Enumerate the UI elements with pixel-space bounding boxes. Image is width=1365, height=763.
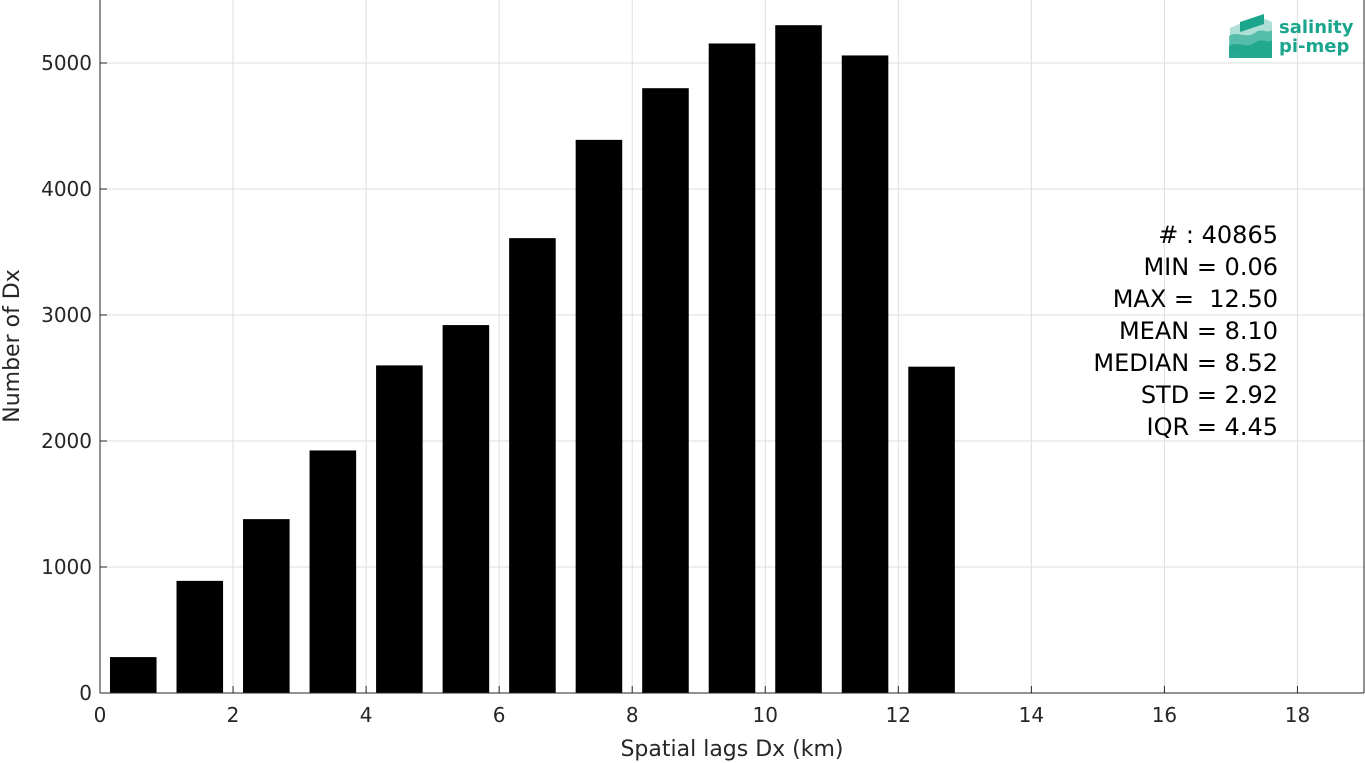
x-tick-label: 0	[94, 703, 107, 727]
histogram-bar	[509, 238, 556, 693]
x-tick-label: 16	[1152, 703, 1177, 727]
y-tick-label: 1000	[41, 555, 92, 579]
x-tick-label: 18	[1285, 703, 1310, 727]
x-tick-label: 4	[360, 703, 373, 727]
stats-iqr: IQR = 4.45	[1147, 413, 1278, 441]
x-tick-label: 10	[753, 703, 778, 727]
axes	[99, 0, 1365, 694]
x-tick-label: 8	[626, 703, 639, 727]
histogram-bar	[442, 325, 490, 693]
y-tick-label: 5000	[41, 51, 92, 75]
x-axis-label: Spatial lags Dx (km)	[620, 737, 843, 762]
x-tick-label: 12	[886, 703, 911, 727]
y-tick-label: 0	[79, 681, 92, 705]
histogram-bar	[109, 657, 157, 693]
histogram-bar	[575, 139, 623, 694]
stats-min: MIN = 0.06	[1143, 253, 1278, 281]
histogram-bar	[775, 25, 822, 693]
salinity-pimep-logo: salinity pi-mep	[1229, 14, 1354, 58]
stats-max: MAX = 12.50	[1113, 285, 1278, 313]
stats-std: STD = 2.92	[1141, 381, 1278, 409]
y-tick-labels: 0 1000 2000 3000 4000 5000	[41, 51, 107, 705]
histogram-bar	[176, 580, 224, 693]
x-tick-label: 14	[1019, 703, 1044, 727]
x-tick-label: 2	[227, 703, 240, 727]
salinity-waves-icon	[1229, 14, 1272, 58]
histogram-bar	[642, 88, 689, 693]
y-axis-label: Number of Dx	[0, 269, 25, 423]
histogram-bar	[708, 43, 756, 694]
x-tick-label: 6	[493, 703, 506, 727]
bars	[109, 25, 955, 694]
histogram-bar	[243, 519, 290, 693]
y-tick-label: 4000	[41, 177, 92, 201]
stats-median: MEDIAN = 8.52	[1093, 349, 1278, 377]
histogram-bar	[908, 366, 955, 693]
stats-mean: MEAN = 8.10	[1119, 317, 1278, 345]
histogram-bar	[841, 55, 889, 693]
y-tick-label: 2000	[41, 429, 92, 453]
histogram-bar	[376, 365, 423, 693]
stats-count: # : 40865	[1158, 221, 1278, 249]
x-tick-labels: 0 2 4 6 8 10 12 14 16 18	[94, 686, 1310, 727]
logo-line1: salinity	[1279, 17, 1354, 38]
logo-line2: pi-mep	[1279, 36, 1349, 57]
histogram-bar	[309, 450, 357, 693]
y-tick-label: 3000	[41, 303, 92, 327]
stats-box: # : 40865 MIN = 0.06 MAX = 12.50 MEAN = …	[1093, 221, 1278, 441]
